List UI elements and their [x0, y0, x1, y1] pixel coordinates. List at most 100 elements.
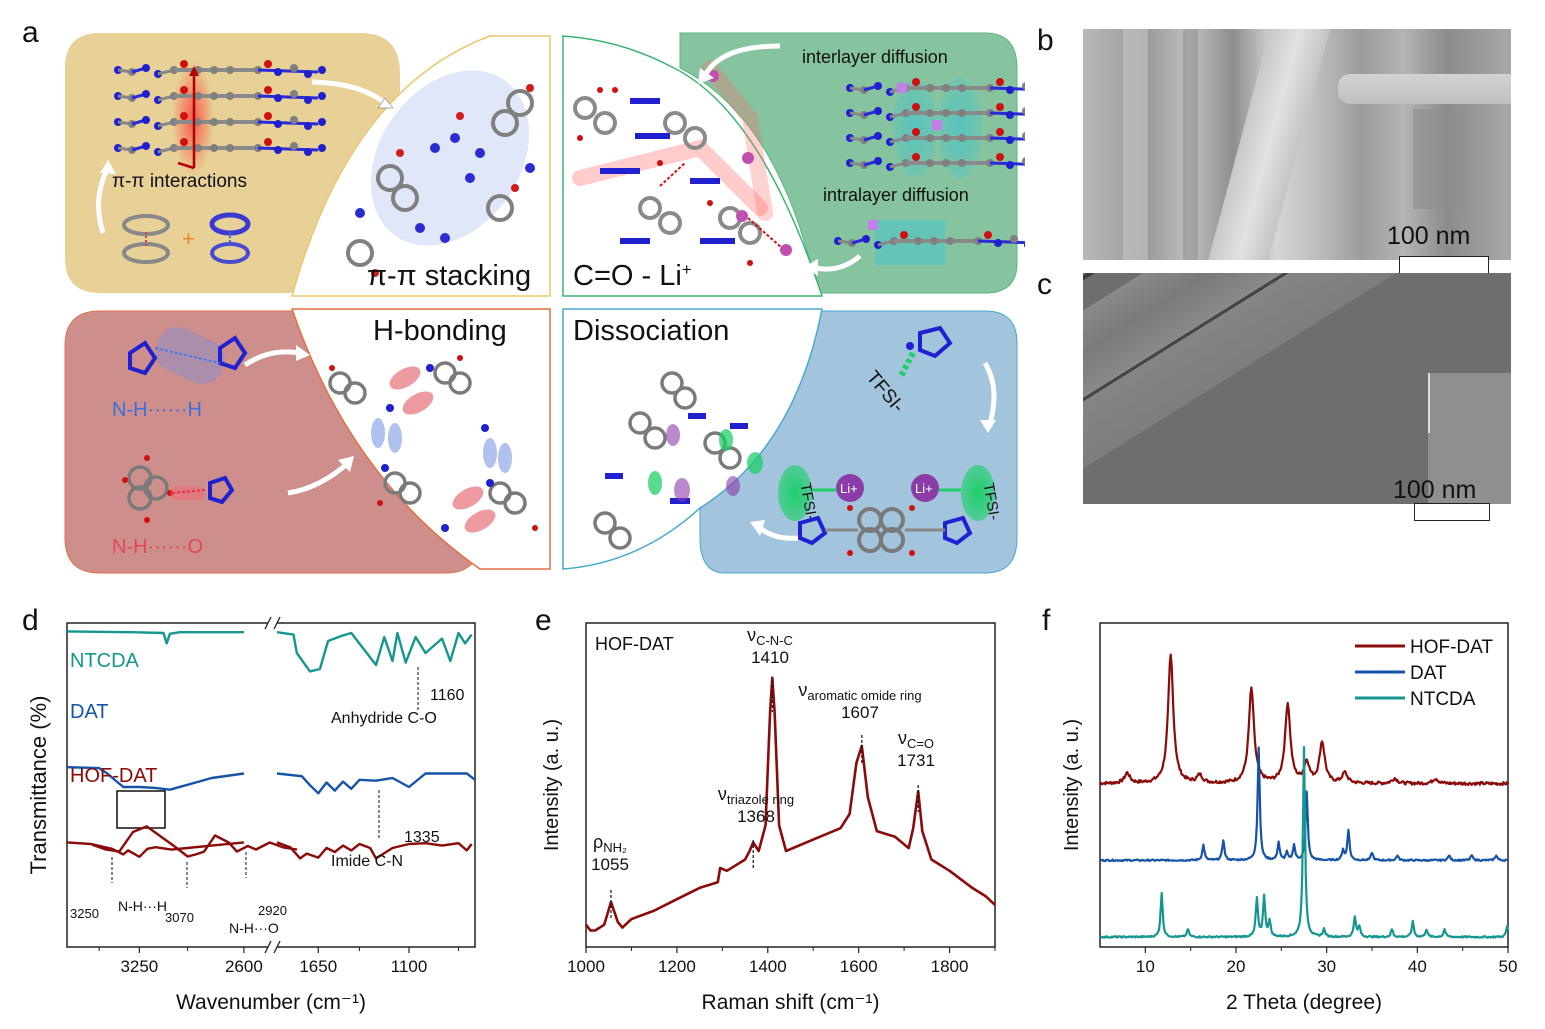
- axis-break-mark: [264, 940, 272, 954]
- dissociation-label: Dissociation: [573, 315, 729, 347]
- series-label: HOF-DAT: [70, 765, 157, 787]
- peak-assignment-label: ρNH₂: [593, 832, 627, 855]
- series-line-ntcda: [66, 630, 244, 645]
- h-bonding-label: H-bonding: [373, 315, 507, 347]
- x-tick-label: 10: [1136, 957, 1155, 976]
- curved-arrow-icon: [96, 166, 111, 234]
- series-line-dat: [66, 766, 245, 791]
- inset-box: [116, 790, 166, 829]
- series-label: DAT: [70, 701, 109, 723]
- x-tick-label: 3250: [120, 957, 158, 976]
- xrd-chart: HOF-DAT DAT NTCDA 10 20 30 40 50 2 Theta (degree…: [1061, 622, 1518, 1014]
- panel-label-f: f: [1042, 604, 1051, 637]
- curved-arrow-icon: [814, 254, 862, 272]
- pi-stacking-label: π-π stacking: [367, 260, 531, 292]
- peak-value-label: 1055: [591, 855, 629, 874]
- peak-value-label: 1731: [897, 751, 935, 770]
- series-line-ntcda: [1099, 746, 1510, 939]
- series-line-ntcda: [276, 631, 473, 673]
- x-tick-label: 1100: [391, 957, 428, 976]
- series-line-dat: [276, 772, 476, 795]
- x-axis-label: 2 Theta (degree): [1226, 991, 1382, 1014]
- ftir-chart: NTCDA DAT HOF-DAT 3250 3070 2920 N-H···H N-H···…: [26, 616, 476, 1014]
- tfsi-ellipse-right: [961, 465, 995, 521]
- h-bonding-region: [290, 308, 551, 570]
- series-line-hof-dat: [66, 841, 245, 858]
- inset-series-line: [91, 825, 298, 858]
- interlayer-molecule-icon: [844, 76, 1025, 178]
- series-line-hof-dat: [584, 676, 996, 932]
- panel-label-e: e: [535, 604, 552, 637]
- x-tick-label: 1800: [931, 957, 969, 976]
- annotation-anhydride: Anhydride C-O: [331, 710, 437, 727]
- inset-bond-label: N-H···O: [229, 920, 279, 936]
- schematic-panel-a: π-π interactions + π-π stacking: [64, 32, 1025, 574]
- annotation-imide: Imide C-N: [331, 853, 403, 870]
- tem-scale-label: 100 nm: [1393, 476, 1477, 504]
- intralayer-molecule-icon: [832, 220, 1025, 265]
- peak-value-label: 1368: [737, 807, 775, 826]
- panel-label-c: c: [1037, 268, 1052, 301]
- x-axis-label: Wavenumber (cm⁻¹): [176, 991, 366, 1014]
- nh-o-molecule-icon: [122, 455, 235, 523]
- benzene-pair-icon: [122, 214, 170, 264]
- peak-value-label: 1410: [751, 648, 789, 667]
- plot-frame: [1099, 622, 1509, 948]
- legend-label: NTCDA: [1410, 689, 1476, 710]
- dissociation-framework-icon: [593, 371, 763, 550]
- curved-arrow-icon: [311, 79, 387, 105]
- dissociation-region: [562, 308, 823, 570]
- peak-assignment-label: νC=O: [898, 728, 934, 751]
- y-axis-label: Transmittance (%): [26, 696, 51, 875]
- nh-o-label: N-H······O: [112, 536, 203, 558]
- x-tick-label: 1650: [299, 957, 337, 976]
- x-tick-label: 50: [1499, 957, 1518, 976]
- peak-value-label: 1607: [841, 703, 879, 722]
- curved-arrow-icon: [702, 43, 781, 78]
- series-line-hof-dat: [276, 841, 473, 860]
- series-label: NTCDA: [70, 650, 140, 672]
- x-tick-label: 1400: [749, 957, 787, 976]
- curved-arrow-icon: [758, 525, 799, 541]
- h-bonding-framework-icon: [328, 355, 538, 533]
- li-label-left: Li+: [840, 481, 858, 496]
- inset-bond-label: N-H···H: [118, 898, 167, 914]
- tfsi-dat-molecule-icon: [897, 325, 953, 380]
- intralayer-diffusion-label: intralayer diffusion: [823, 185, 969, 205]
- chart-title: HOF-DAT: [595, 634, 674, 654]
- tfsi-label-left: TFSI-: [797, 482, 820, 522]
- x-tick-label: 30: [1317, 957, 1336, 976]
- panel-label-a: a: [22, 16, 39, 49]
- co-li-region: [562, 35, 824, 297]
- pi-interactions-label: π-π interactions: [112, 171, 247, 192]
- x-tick-label: 1200: [658, 957, 696, 976]
- axis-break-mark: [264, 616, 272, 630]
- x-tick-label: 1000: [567, 957, 605, 976]
- co-li-label: C=O - Li+: [573, 260, 692, 292]
- axis-break-mark: [273, 616, 281, 630]
- peak-assignment-label: νaromatic omide ring: [798, 680, 921, 703]
- co-li-framework-icon: [572, 60, 792, 266]
- x-tick-label: 40: [1408, 957, 1427, 976]
- x-tick-label: 2600: [225, 957, 263, 976]
- panel-label-d: d: [22, 604, 39, 637]
- pi-stacking-framework-icon: [346, 70, 535, 277]
- peak-assignment-label: νtriazole ring: [718, 784, 794, 807]
- series-line-dat: [1099, 746, 1509, 863]
- nh-h-molecule-icon: [128, 326, 248, 385]
- annotation-1160: 1160: [430, 687, 465, 704]
- sem-image: [1083, 29, 1511, 260]
- x-tick-label: 1600: [840, 957, 878, 976]
- tem-image: [1083, 273, 1511, 504]
- x-axis-label: Raman shift (cm⁻¹): [702, 991, 880, 1014]
- interlayer-diffusion-label: interlayer diffusion: [802, 47, 948, 67]
- pi-stack-molecule-icon: [112, 58, 328, 176]
- annotation-1335: 1335: [404, 829, 440, 846]
- curved-arrow-icon: [243, 349, 301, 368]
- nh-h-label: N-H······H: [112, 399, 202, 421]
- axis-break-gap: [268, 620, 277, 950]
- legend-label: HOF-DAT: [1410, 637, 1493, 658]
- inset-peak-label: 3250: [70, 906, 99, 921]
- curved-arrow-icon: [982, 361, 997, 424]
